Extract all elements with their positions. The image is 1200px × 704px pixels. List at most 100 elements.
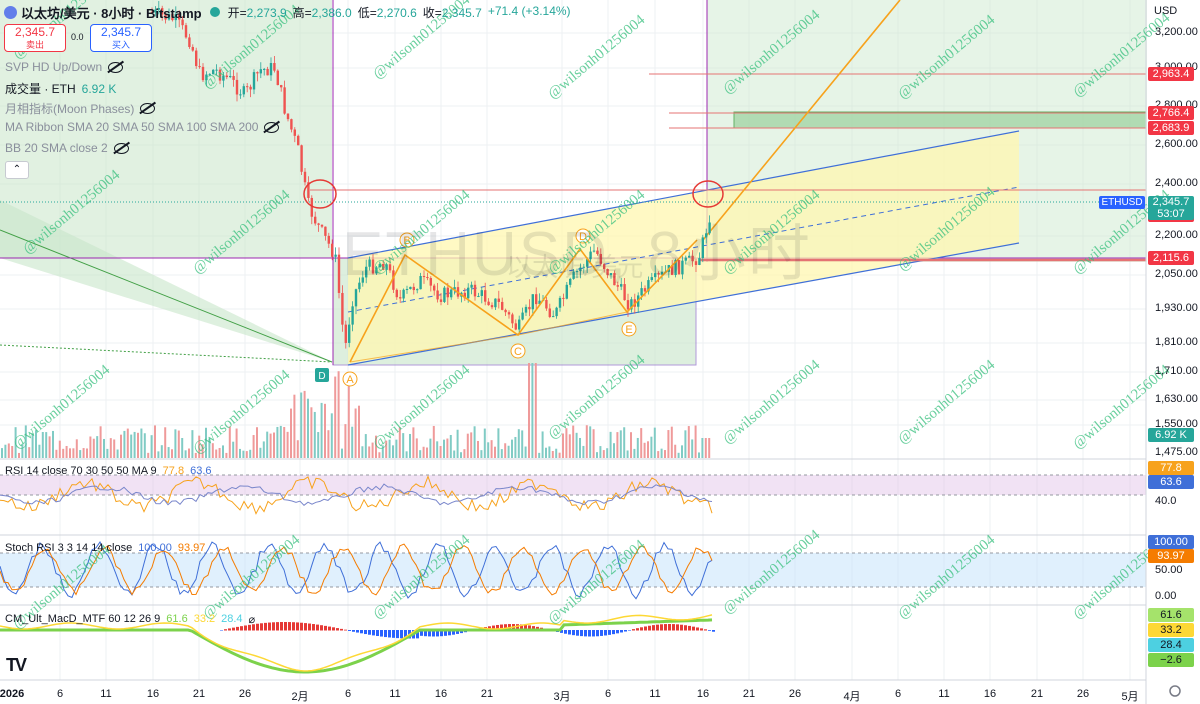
time-axis-label: 11 [649,688,661,700]
indicator-ma-ribbon[interactable]: MA Ribbon SMA 20 SMA 50 SMA 100 SMA 200 [5,120,280,134]
time-axis-label: 21 [480,688,494,700]
time-axis-label: 11 [389,688,401,700]
time-axis-label: 6 [56,688,64,700]
macd-label[interactable]: CM_Ult_MacD_MTF 60 12 26 9 61.6 33.2 28.4 ⌀ [5,613,256,626]
indicator-volume[interactable]: 成交量 · ETH 6.92 K [5,81,117,97]
symbol-title[interactable]: 以太坊/美元 · 8小时 · Bitstamp [4,3,202,22]
hidden-eye-icon[interactable] [264,121,280,133]
rsi-line [0,475,713,515]
symbol-watermark: ETHUSD, 8小时 [342,220,812,289]
spread-value: 0.0 [71,32,84,42]
indicator-svp[interactable]: SVP HD Up/Down [5,60,124,74]
rsi-label[interactable]: RSI 14 close 70 30 50 50 MA 9 77.8 63.6 [5,465,212,477]
time-axis-label: 21 [1030,688,1044,700]
time-axis-label: 21 [742,688,756,700]
tradingview-logo[interactable]: TV [6,655,27,675]
hidden-eye-icon[interactable] [140,103,156,114]
price-axis-tick: 2,600.00 [1155,138,1198,150]
hidden-eye-icon[interactable] [113,142,129,154]
symbol-watermark-sub: 以太坊/美元 [506,252,644,282]
price-tag: 2,963.4 [1148,67,1194,81]
time-axis-label: 6 [894,688,902,700]
svg-text:D: D [318,371,325,382]
hidden-eye-icon[interactable] [108,61,124,73]
top-circle-left [303,179,337,209]
signal-marker [315,368,329,382]
buy-button[interactable]: 2,345.7 买入 [90,24,152,52]
stoch-k-line [0,540,713,600]
stoch-label[interactable]: Stoch RSI 3 3 14 14 close 100.00 93.97 [5,542,206,554]
rsi-ma-line [0,483,713,506]
price-axis-tick: 1,630.00 [1155,393,1198,405]
time-axis-label: 11 [938,688,950,700]
wave-label-d: D [579,231,587,243]
time-axis-label: 16 [434,688,448,700]
wave-label-e: E [625,324,632,336]
price-axis-tick: 1,930.00 [1155,302,1198,314]
abcde-pattern [349,239,698,363]
macd-axis-tick: −2.6 [1148,653,1194,667]
market-status-icon [209,7,220,17]
wave-label-a: A [346,374,354,386]
wave-label-c: C [514,346,522,358]
ohlc-values: 开=2,273.9 高=2,386.0 低=2,270.6 收=2,345.7 … [227,3,571,20]
price-axis-tick: 2,200.00 [1155,229,1198,241]
stoch-axis-tick: 50.00 [1155,564,1183,576]
stoch-d-line [0,543,713,596]
price-tag: 2,683.9 [1148,121,1194,135]
fan-line-dotted [0,344,333,363]
symbol-label: 以太坊/美元 · 8小时 · Bitstamp [21,5,202,21]
time-axis-label: 3月 [553,691,571,703]
indicator-moon[interactable]: 月相指标(Moon Phases) [5,100,156,117]
indicator-bb[interactable]: BB 20 SMA close 2 [5,141,129,155]
rsi-band [0,475,1146,495]
price-axis-tick: 1,810.00 [1155,336,1198,348]
price-axis-tick: 1,550.00 [1155,418,1198,430]
currency-label[interactable]: USD [1154,5,1178,17]
price-axis-tick: 1,475.00 [1155,446,1198,458]
time-axis-label: 11 [100,688,112,700]
macd-signal-line [0,614,713,672]
wave-label-b: B [403,235,410,247]
price-axis-tick: 2,400.00 [1155,177,1198,189]
stoch-axis-tick: 0.00 [1155,590,1177,602]
collapse-indicators-button[interactable]: ⌃ [5,161,29,179]
time-axis-label: 4月 [843,691,861,703]
chart-header: 以太坊/美元 · 8小时 · Bitstamp 开=2,273.9 高=2,38… [4,3,571,21]
time-axis-label: 16 [696,688,710,700]
macd-line [0,618,713,674]
stoch-axis-tick: 100.00 [1148,535,1194,549]
macd-axis-tick: 28.4 [1148,638,1194,652]
time-axis-label: 21 [192,688,206,700]
price-tag: 2,345.7 53:07 [1148,196,1194,220]
price-tag: 2,766.4 [1148,106,1194,120]
symbol-price-tag: ETHUSD [1099,196,1145,209]
price-tag: 6.92 K [1148,428,1194,442]
rsi-axis-tick: 40.0 [1155,495,1177,507]
time-axis-label: 26 [788,688,802,700]
price-levels [0,73,1146,262]
price-axis-tick: 2,050.00 [1155,268,1198,280]
time-axis-label: 5月 [1121,691,1139,703]
macd-axis-tick: 33.2 [1148,623,1194,637]
rsi-axis-tick: 77.8 [1148,461,1194,475]
time-axis-label: 6 [344,688,352,700]
projection-line [702,0,901,241]
time-axis-label: 16 [146,688,160,700]
sell-button[interactable]: 2,345.7 卖出 [4,24,66,52]
green-fan-zone [0,200,332,362]
time-axis-label: 6 [604,688,612,700]
volume-bars [1,363,711,458]
change-value: +71.4 (+3.14%) [487,3,571,18]
price-axis-tick: 1,710.00 [1155,365,1198,377]
fan-line [0,229,333,363]
time-axis-label: 16 [983,688,997,700]
stoch-axis-tick: 93.97 [1148,549,1194,563]
eth-logo-icon [4,5,17,19]
time-axis-label: 2月 [291,691,309,703]
resistance-box [733,111,1147,129]
settings-icon[interactable] [1169,685,1181,697]
time-axis-label: 26 [1076,688,1090,700]
price-axis-tick: 3,200.00 [1155,26,1198,38]
